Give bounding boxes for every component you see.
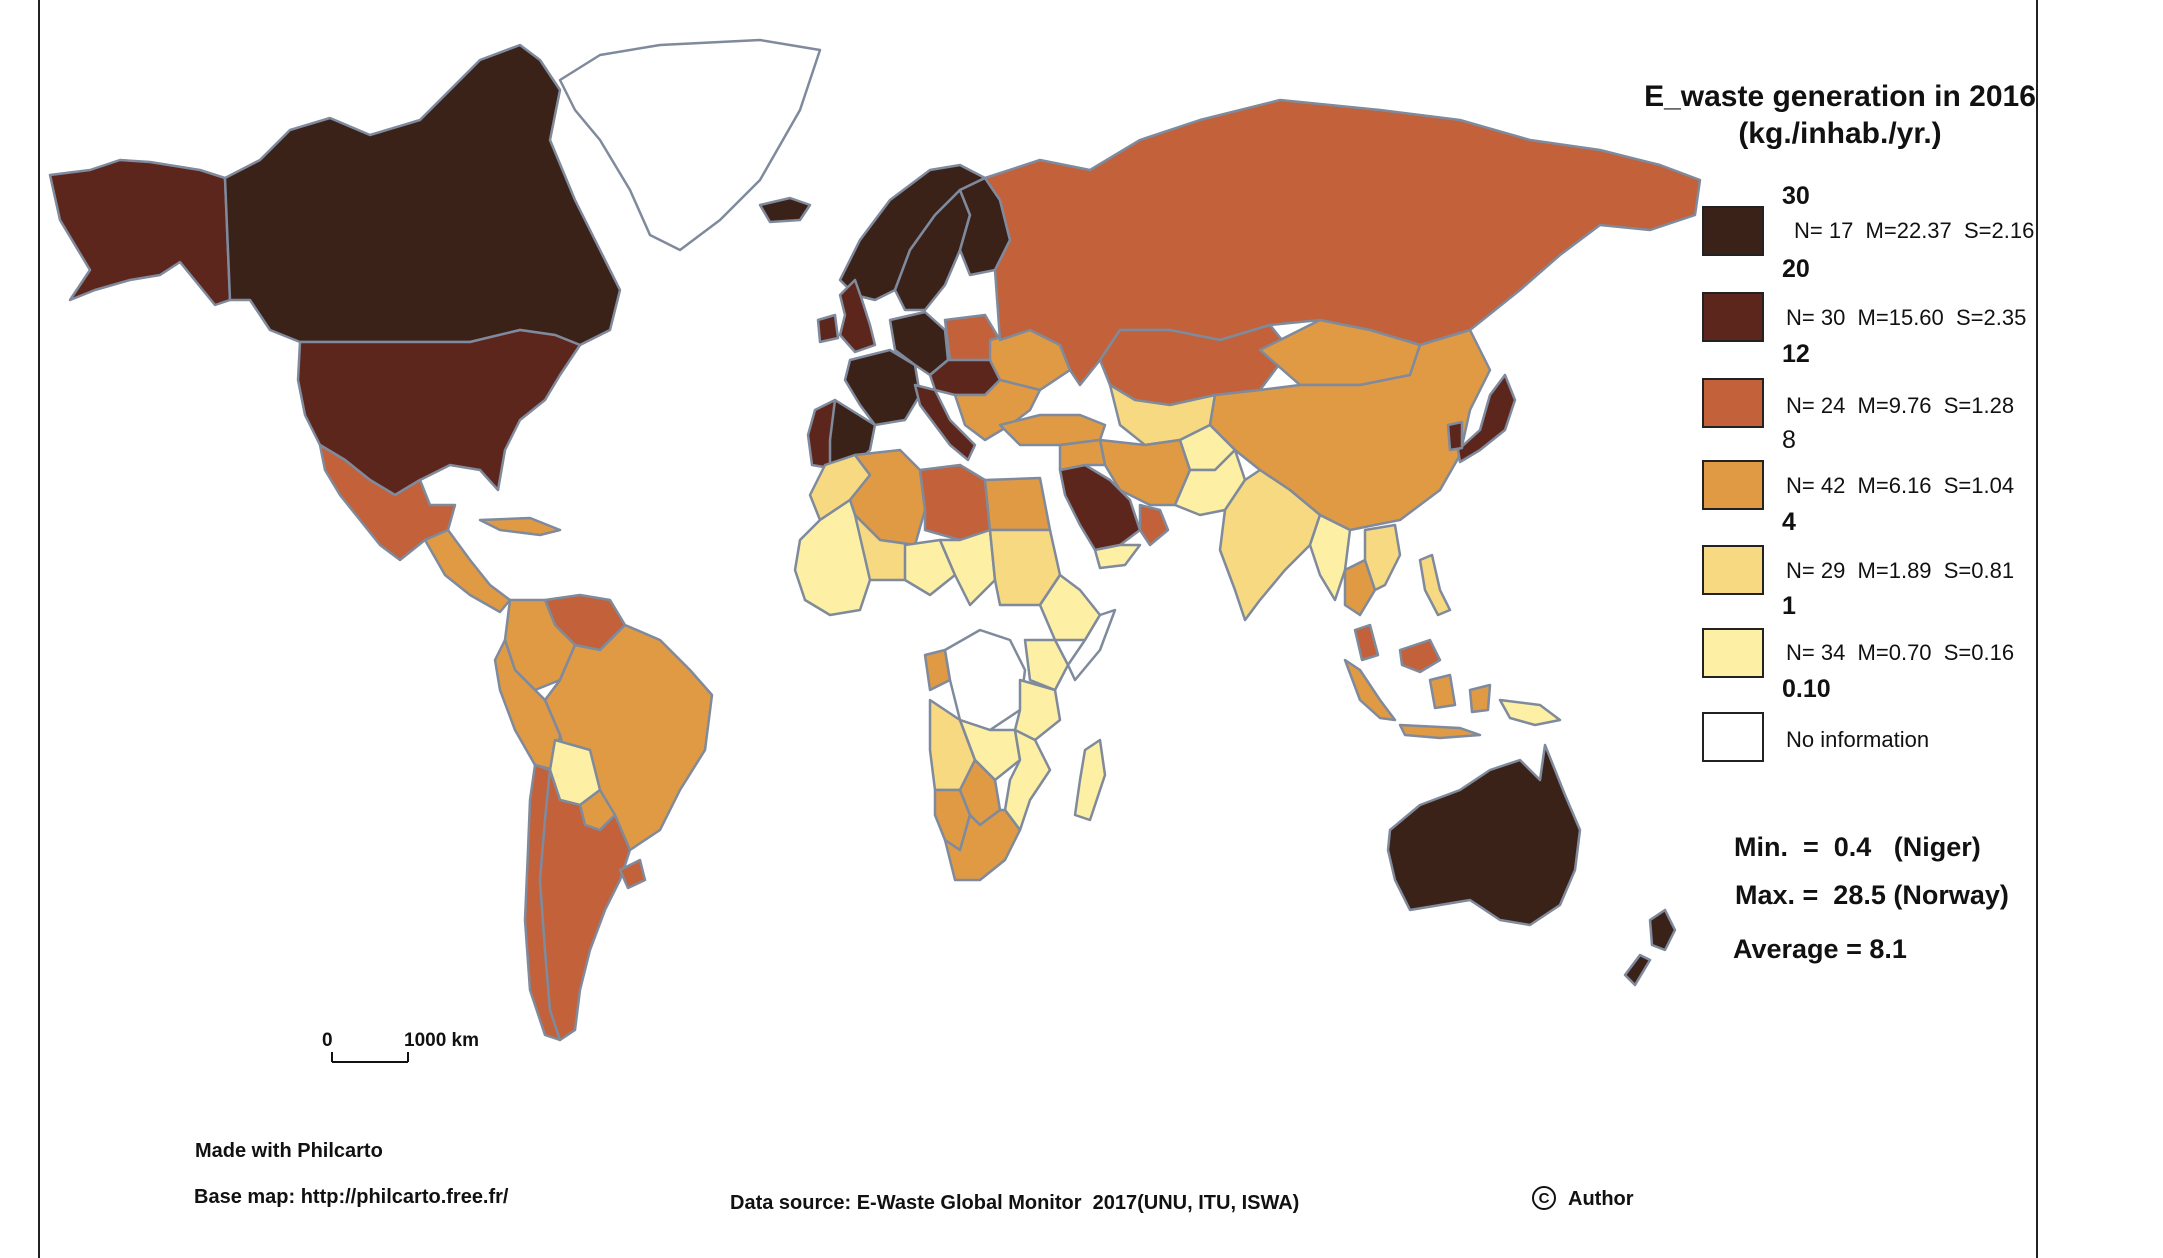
footer-author: Author (1568, 1188, 1634, 1210)
legend-swatch-no-info (1702, 712, 1764, 762)
legend-stat-class-4: N= 42 M=6.16 S=1.04 (1786, 473, 2015, 498)
region-kenya (1023, 638, 1070, 692)
footer-made-with: Made with Philcarto (195, 1140, 383, 1162)
region-argentina (538, 768, 632, 1042)
region-tanzania (1013, 678, 1062, 742)
region-vietnam (1363, 523, 1402, 592)
region-alaska (48, 158, 232, 307)
legend-label-no-information: No information (1786, 727, 1930, 752)
region-ireland (816, 313, 840, 344)
region-south-africa (943, 808, 1022, 882)
legend-swatch-class-4 (1702, 460, 1764, 510)
legend-stat-class-3: N= 24 M=9.76 S=1.28 (1786, 393, 2015, 418)
region-indonesia (1343, 658, 1492, 740)
legend-swatch-class-5 (1702, 545, 1764, 595)
legend-break-20: 20 (1782, 255, 1810, 283)
summary-average: Average = 8.1 (1733, 934, 1907, 964)
region-balkans (953, 378, 1042, 442)
region-libya (918, 463, 992, 542)
region-madagascar (1073, 738, 1107, 822)
legend-swatch-class-2 (1702, 292, 1764, 342)
region-niger (903, 538, 957, 597)
region-portugal (806, 398, 837, 470)
region-oman (1138, 503, 1170, 547)
scale-bar-start-label: 0 (322, 1030, 333, 1051)
summary-max: Max. = 28.5 (Norway) (1735, 880, 2009, 910)
region-greenland (558, 38, 822, 252)
region-south-korea (1446, 420, 1464, 452)
legend-break-1: 1 (1782, 592, 1796, 620)
region-thailand (1343, 558, 1377, 617)
region-philippines (1418, 553, 1452, 617)
legend-break-8: 8 (1782, 426, 1796, 454)
legend-break-010: 0.10 (1782, 675, 1831, 703)
region-dr-congo (943, 628, 1027, 732)
region-uruguay (618, 858, 647, 890)
legend-stat-class-5: N= 29 M=1.89 S=0.81 (1786, 558, 2015, 583)
region-papua-new-guinea (1498, 698, 1562, 727)
legend-swatch-class-1 (1702, 206, 1764, 256)
region-egypt (983, 476, 1052, 532)
region-australia (1386, 743, 1582, 927)
legend-title: E_waste generation in 2016 (1644, 80, 2036, 113)
summary-min: Min. = 0.4 (Niger) (1734, 832, 1981, 862)
legend-swatch-class-6 (1702, 628, 1764, 678)
region-canada (223, 43, 622, 347)
region-iceland (758, 196, 812, 224)
legend-break-30: 30 (1782, 182, 1810, 210)
scale-bar (331, 1052, 409, 1063)
region-turkey (998, 413, 1107, 447)
legend-subtitle: (kg./inhab./yr.) (1738, 117, 1942, 150)
legend-stat-class-1: N= 17 M=22.37 S=2.16 (1794, 218, 2035, 243)
legend-swatch-class-3 (1702, 378, 1764, 428)
region-myanmar (1308, 513, 1352, 602)
footer-data-source: Data source: E-Waste Global Monitor 2017… (730, 1192, 1300, 1214)
region-yemen (1093, 543, 1142, 570)
region-japan (1456, 373, 1517, 464)
map-frame (38, 0, 2038, 1258)
footer-base-map: Base map: http://philcarto.free.fr/ (194, 1186, 509, 1208)
region-central-america (423, 528, 512, 614)
region-malaysia (1353, 623, 1442, 674)
legend-break-4: 4 (1782, 508, 1796, 536)
region-italy (913, 383, 977, 462)
region-cuba (478, 516, 562, 537)
legend-stat-class-2: N= 30 M=15.60 S=2.35 (1786, 305, 2027, 330)
region-iraq (1058, 438, 1107, 472)
region-france (843, 348, 922, 427)
region-united-kingdom (838, 278, 877, 354)
region-india (1218, 468, 1322, 622)
legend-stat-class-6: N= 34 M=0.70 S=0.16 (1786, 640, 2015, 665)
region-saudi-arabia (1058, 463, 1142, 552)
legend-break-12: 12 (1782, 340, 1810, 368)
scale-bar-end-label: 1000 km (404, 1030, 480, 1051)
region-new-zealand (1623, 908, 1677, 987)
copyright-icon: C (1532, 1186, 1556, 1210)
